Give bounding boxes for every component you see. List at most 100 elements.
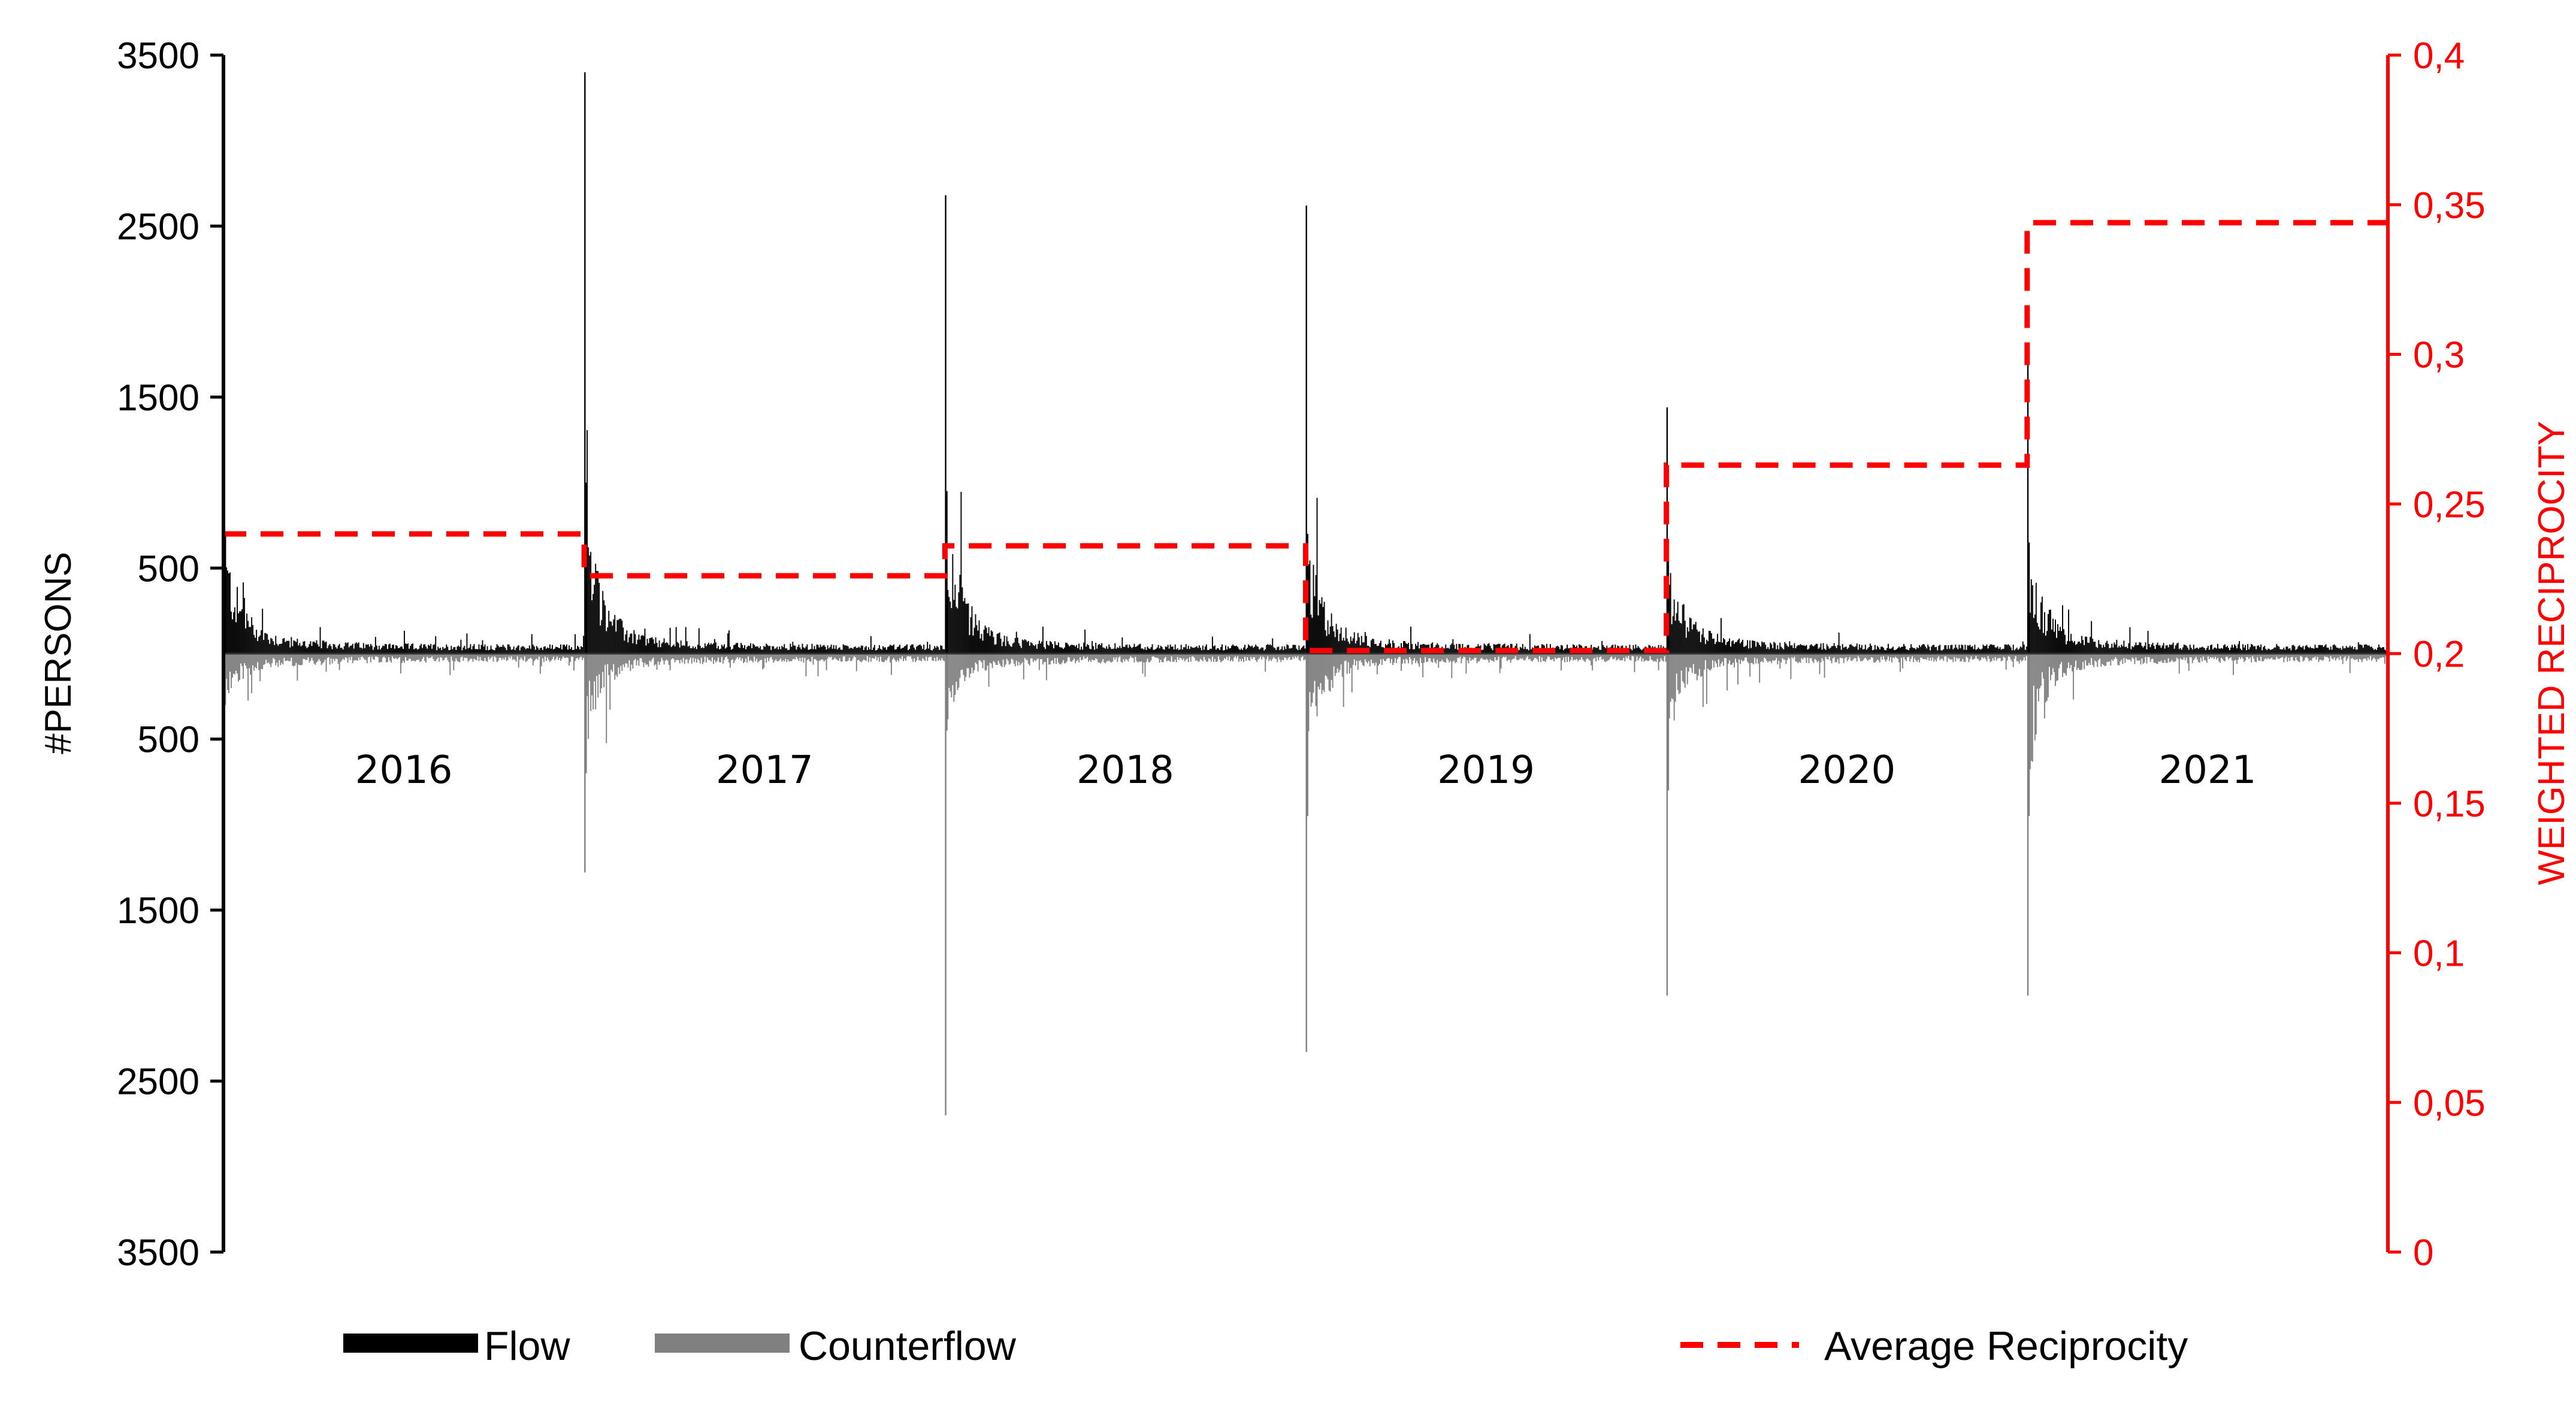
flow-bar [2238, 644, 2239, 654]
flow-bar [1803, 645, 1805, 654]
flow-bar [425, 646, 427, 654]
counterflow-bar [1395, 654, 1396, 658]
counterflow-bar [2239, 654, 2241, 658]
counterflow-bar [1172, 654, 1174, 662]
flow-bar [1940, 650, 1942, 654]
flow-bar [1241, 648, 1242, 654]
flow-bar [287, 640, 289, 654]
flow-bar [1869, 643, 1871, 654]
flow-bar [250, 627, 252, 654]
counterflow-bar [268, 654, 270, 663]
counterflow-bar [2241, 654, 2243, 657]
counterflow-bar [863, 654, 864, 660]
flow-bar [1750, 648, 1752, 654]
flow-bar [774, 648, 776, 654]
flow-bar [411, 643, 413, 654]
flow-bar [263, 640, 265, 654]
flow-bar [441, 650, 443, 654]
flow-bar [1381, 647, 1383, 654]
flow-bar [2263, 647, 2264, 654]
flow-bar [393, 645, 394, 654]
counterflow-bar [545, 654, 547, 661]
counterflow-bar [1065, 654, 1066, 663]
flow-bar [421, 643, 422, 654]
counterflow-bar [398, 654, 399, 658]
counterflow-bar [1789, 654, 1791, 659]
counterflow-bar [1428, 654, 1430, 658]
flow-bar [796, 649, 797, 654]
counterflow-bar [1048, 654, 1050, 665]
counterflow-bar [1772, 654, 1774, 661]
flow-bar [1321, 597, 1323, 654]
flow-bar [435, 636, 437, 654]
flow-bar [1199, 648, 1201, 654]
counterflow-bar [908, 654, 909, 657]
flow-bar [564, 645, 565, 654]
counterflow-bar [1857, 654, 1859, 657]
flow-bar [409, 648, 410, 654]
counterflow-bar [348, 654, 350, 658]
counterflow-bar [1432, 654, 1434, 663]
counterflow-bar [1925, 654, 1927, 660]
flow-bar [2164, 648, 2166, 654]
flow-bar [247, 621, 249, 654]
counterflow-bar [1174, 654, 1176, 660]
flow-bar [2301, 647, 2303, 654]
counterflow-bar [959, 654, 961, 678]
flow-bar [829, 646, 831, 654]
counterflow-bar [865, 654, 867, 661]
flow-bar [1704, 643, 1706, 654]
flow-bar [1740, 643, 1741, 654]
counterflow-bar [982, 654, 984, 669]
flow-bar [977, 630, 979, 654]
flow-bar [413, 649, 415, 654]
flow-bar [346, 643, 347, 654]
flow-bar [329, 643, 331, 654]
counterflow-bar [800, 654, 802, 662]
flow-bar [628, 637, 630, 654]
counterflow-bar [312, 654, 314, 661]
counterflow-bar [1794, 654, 1795, 657]
counterflow-bar [1883, 654, 1885, 660]
flow-bar [2253, 646, 2255, 654]
counterflow-bar [2133, 654, 2134, 659]
flow-bar [317, 644, 319, 654]
flow-bar [869, 649, 870, 654]
flow-bar [733, 645, 734, 654]
counterflow-bar [2219, 654, 2221, 663]
counterflow-bar [748, 654, 749, 657]
counterflow-bar [882, 654, 884, 663]
counterflow-bar [504, 654, 506, 658]
counterflow-bar [509, 654, 511, 659]
flow-bar [2154, 649, 2156, 654]
flow-bar [2331, 649, 2333, 654]
flow-bar [1172, 646, 1174, 654]
counterflow-bar [2046, 654, 2048, 701]
counterflow-bar [1045, 654, 1047, 681]
counterflow-bar [1075, 654, 1077, 664]
flow-bar [805, 646, 807, 654]
counterflow-bar [885, 654, 887, 661]
flow-bar [347, 642, 349, 654]
flow-bar [2114, 642, 2115, 654]
flow-bar [904, 646, 905, 654]
counterflow-bar [434, 654, 436, 661]
flow-bar [1636, 648, 1638, 654]
counterflow-bar [2324, 654, 2326, 657]
flow-bar [464, 646, 465, 654]
counterflow-bar [403, 654, 404, 661]
counterflow-bar [406, 654, 408, 661]
flow-bar [1265, 649, 1266, 654]
counterflow-bar [1984, 654, 1985, 658]
flow-bar [1068, 644, 1069, 654]
counterflow-bar [1180, 654, 1182, 658]
flow-bar [997, 633, 999, 654]
counterflow-bar [960, 654, 962, 670]
counterflow-bar [1601, 654, 1603, 660]
flow-bar [1773, 642, 1775, 654]
flow-bar [1561, 645, 1562, 654]
flow-bar [875, 650, 876, 654]
counterflow-bar [1290, 654, 1292, 660]
counterflow-bar [993, 654, 994, 661]
flow-bar [2252, 645, 2254, 654]
